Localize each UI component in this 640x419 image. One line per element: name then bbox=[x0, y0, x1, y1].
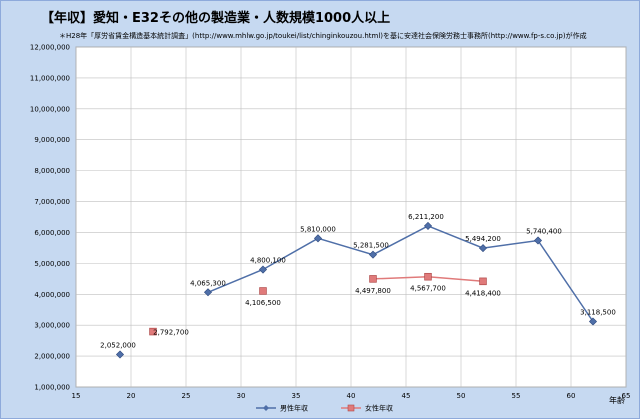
data-label: 5,494,200 bbox=[465, 235, 501, 243]
legend-marker-female bbox=[347, 404, 355, 412]
data-point-female bbox=[149, 327, 157, 336]
x-tick-labels: 15 20 25 30 35 40 45 50 55 60 65 bbox=[72, 392, 631, 400]
x-tick-label: 65 bbox=[622, 392, 631, 400]
x-tick-label: 25 bbox=[182, 392, 191, 400]
y-tick-label: 1,000,000 bbox=[34, 384, 70, 392]
chart-title: 【年収】愛知・E32その他の製造業・人数規模1000人以上 bbox=[41, 11, 391, 26]
data-point-male bbox=[478, 244, 488, 253]
data-label: 4,106,500 bbox=[245, 299, 281, 307]
data-point-female bbox=[479, 277, 487, 286]
data-label: 4,065,300 bbox=[190, 279, 226, 287]
y-tick-label: 11,000,000 bbox=[30, 74, 70, 82]
series-points bbox=[115, 221, 598, 359]
y-tick-label: 3,000,000 bbox=[34, 322, 70, 330]
data-point-male bbox=[203, 288, 213, 297]
x-tick-label: 60 bbox=[567, 392, 576, 400]
x-tick-label: 30 bbox=[237, 392, 246, 400]
legend-label: 男性年収 bbox=[280, 404, 308, 413]
x-tick-label: 55 bbox=[512, 392, 521, 400]
legend: 男性年収 女性年収 bbox=[256, 404, 393, 413]
x-tick-label: 20 bbox=[127, 392, 136, 400]
y-tick-label: 7,000,000 bbox=[34, 198, 70, 206]
y-tick-label: 5,000,000 bbox=[34, 260, 70, 268]
data-point-male bbox=[588, 317, 598, 326]
data-point-male bbox=[115, 350, 125, 359]
x-axis-label: 年齢 bbox=[609, 395, 625, 405]
data-label: 2,052,000 bbox=[100, 341, 136, 349]
data-label: 4,418,400 bbox=[465, 289, 501, 297]
data-label: 5,740,400 bbox=[526, 227, 562, 235]
data-point-male bbox=[423, 221, 433, 230]
x-tick-label: 15 bbox=[72, 392, 81, 400]
data-label: 3,118,500 bbox=[580, 309, 616, 317]
series-line bbox=[207, 225, 594, 322]
data-labels: 2,052,000 4,065,300 4,800,100 5,810,000 5,28… bbox=[100, 213, 616, 350]
y-tick-label: 10,000,000 bbox=[30, 105, 70, 113]
grid-lines bbox=[75, 46, 627, 388]
data-point-female bbox=[424, 272, 432, 281]
data-point-female bbox=[259, 287, 267, 295]
data-label: 4,567,700 bbox=[410, 285, 446, 293]
y-tick-label: 2,000,000 bbox=[34, 353, 70, 361]
x-tick-label: 40 bbox=[347, 392, 356, 400]
y-tick-label: 4,000,000 bbox=[34, 291, 70, 299]
y-tick-label: 9,000,000 bbox=[34, 136, 70, 144]
data-label: 2,792,700 bbox=[153, 329, 189, 337]
data-point-female bbox=[369, 275, 377, 283]
y-tick-label: 6,000,000 bbox=[34, 229, 70, 237]
chart-subtitle: ＊H28年「厚労省賃金構造基本統計調査」(http://www.mhlw.go.… bbox=[59, 32, 587, 40]
data-label: 6,211,200 bbox=[408, 213, 444, 221]
data-point-male bbox=[313, 234, 323, 243]
data-point-male bbox=[368, 250, 378, 259]
data-point-male bbox=[533, 236, 543, 245]
data-label: 5,810,000 bbox=[300, 225, 336, 233]
x-tick-label: 35 bbox=[292, 392, 301, 400]
data-label: 5,281,500 bbox=[353, 242, 389, 250]
x-tick-label: 50 bbox=[457, 392, 466, 400]
data-label: 4,497,800 bbox=[355, 287, 391, 295]
y-tick-label: 12,000,000 bbox=[30, 44, 70, 52]
y-tick-labels: 1,000,000 2,000,000 3,000,000 4,000,000 5,00… bbox=[30, 44, 70, 392]
legend-marker-male bbox=[263, 405, 269, 411]
legend-label: 女性年収 bbox=[365, 404, 393, 413]
data-label: 4,800,100 bbox=[250, 257, 286, 265]
data-point-male bbox=[258, 265, 268, 274]
y-tick-label: 8,000,000 bbox=[34, 167, 70, 175]
x-tick-label: 45 bbox=[402, 392, 411, 400]
